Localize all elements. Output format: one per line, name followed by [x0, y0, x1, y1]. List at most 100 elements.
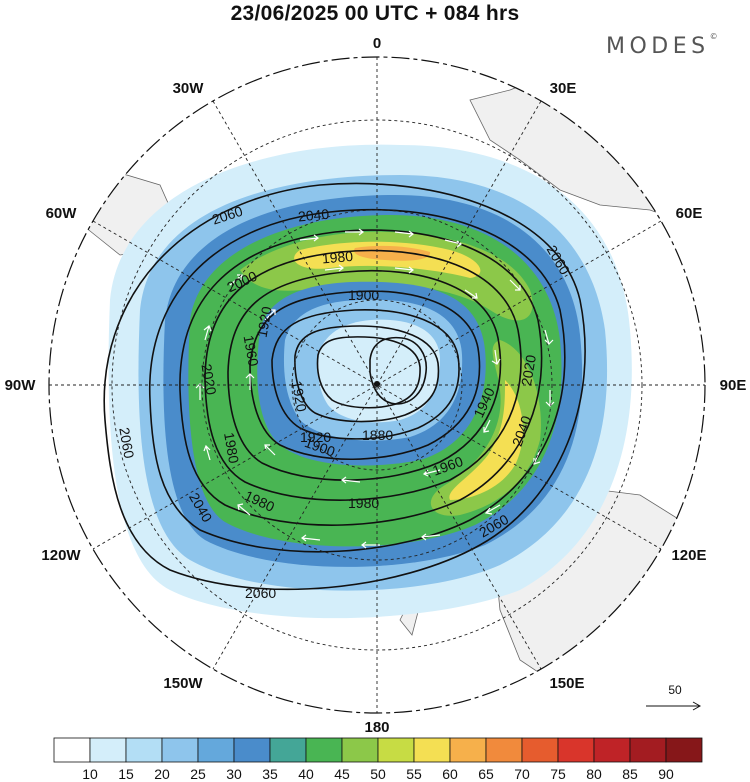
map-boundary-circle [48, 56, 706, 714]
contour-2000 [204, 249, 522, 501]
contour-label: 2020 [518, 353, 539, 387]
lon-label-0: 0 [373, 35, 381, 52]
vector-arrow [237, 503, 251, 516]
wind-vectors [195, 228, 555, 549]
vector-arrow [421, 533, 441, 541]
colorbar-swatch [629, 737, 667, 763]
colorbar-label: 55 [406, 766, 422, 782]
colorbar-label: 20 [154, 766, 170, 782]
colorbar-swatch [233, 737, 271, 763]
graticule [49, 57, 705, 713]
vector-arrow [324, 264, 344, 272]
colorbar-label: 90 [658, 766, 674, 782]
colorbar-label: 45 [334, 766, 350, 782]
meridian-30w-150e [212, 100, 542, 670]
colorbar-swatch [377, 737, 415, 763]
vector-arrow [491, 349, 501, 365]
vector-arrow [245, 373, 255, 390]
contour-1940 [271, 309, 460, 440]
contour-label: 1960 [241, 334, 262, 368]
colorbar-swatch [305, 737, 343, 763]
colorbar-label: 60 [442, 766, 458, 782]
colorbar-swatch [413, 737, 451, 763]
vector-arrow [203, 444, 211, 461]
colorbar-label: 75 [550, 766, 566, 782]
meridian-30e-150w [212, 100, 542, 670]
south-pole-marker [374, 381, 380, 387]
colorbar-label: 80 [586, 766, 602, 782]
vector-arrow [299, 234, 319, 242]
longitude-labels: 0 30E 60E 90E 120E 150E 180 150W 120W 90… [5, 35, 747, 736]
colorbar-swatch [665, 737, 703, 763]
contour-label: 1920 [289, 379, 310, 413]
contour-label: 2020 [198, 363, 219, 397]
vector-arrow [264, 309, 276, 321]
colorbar-swatch [89, 737, 127, 763]
contour-1880 [369, 336, 427, 405]
colorbar-swatch [557, 737, 595, 763]
brand-logo: MODES© [606, 32, 718, 59]
vector-arrow [341, 476, 361, 484]
vector-arrow [483, 419, 491, 433]
brand-text: MODES [606, 34, 710, 59]
vector-arrow [301, 534, 321, 542]
lon-label-150w: 150W [163, 675, 203, 692]
colorbar-swatch [341, 737, 379, 763]
contour-2040 [149, 208, 566, 553]
meridian-60w-120e [92, 220, 662, 550]
wind-speed-colorbar: 10 15 20 25 30 35 40 45 50 55 60 65 70 75 80 85 90 [53, 737, 703, 782]
contour-label: 1980 [221, 431, 242, 465]
contour-label: 1920 [254, 305, 275, 339]
reference-vector: 50 [646, 683, 702, 711]
colorbar-swatch [521, 737, 559, 763]
colorbar-label: 70 [514, 766, 530, 782]
contour-1920 [294, 325, 440, 423]
meridian-60e-120w [92, 220, 662, 550]
colorbar-swatch [269, 737, 307, 763]
geopotential-contours [103, 182, 586, 591]
lon-label-120e: 120E [671, 547, 706, 564]
contour-label: 1920 [300, 429, 331, 445]
vector-arrow [509, 279, 521, 291]
contour-label: 2060 [245, 585, 276, 601]
vector-arrow [394, 266, 414, 274]
colorbar-label: 15 [118, 766, 134, 782]
copyright-mark: © [709, 32, 718, 41]
contour-label: 1900 [348, 287, 379, 303]
map-body [49, 57, 705, 713]
vector-arrow [203, 325, 212, 341]
vector-arrow [264, 444, 276, 456]
vector-arrow [345, 228, 364, 236]
contour-label: 1980 [348, 495, 379, 511]
colorbar-swatch [197, 737, 235, 763]
colorbar-label: 50 [370, 766, 386, 782]
contour-label: 1980 [321, 248, 354, 267]
vector-arrow [544, 329, 554, 345]
map-title: 23/06/2025 00 UTC + 084 hrs [230, 2, 520, 25]
contour-label: 2060 [116, 426, 137, 460]
colorbar-swatch [449, 737, 487, 763]
colorbar-label: 35 [262, 766, 278, 782]
vector-arrow [394, 230, 414, 238]
contour-1980 [227, 269, 502, 481]
lon-label-30w: 30W [173, 80, 205, 97]
contour-label: 1880 [362, 427, 393, 443]
vector-arrow [195, 383, 205, 400]
lon-label-90e: 90E [720, 377, 747, 394]
colorbar-label: 40 [298, 766, 314, 782]
wind-55-east [449, 380, 523, 500]
colorbar-swatch [161, 737, 199, 763]
reference-vector-value: 50 [668, 683, 682, 697]
lon-label-180: 180 [364, 719, 389, 736]
reference-vector-arrowhead [692, 701, 702, 711]
lon-label-30e: 30E [550, 80, 577, 97]
contour-1960 [249, 290, 481, 461]
wind-50-east [430, 340, 541, 516]
lon-label-150e: 150E [549, 675, 584, 692]
colorbar-swatch [485, 737, 523, 763]
contour-1900 [316, 336, 421, 409]
colorbar-swatch [53, 737, 91, 763]
vector-arrow [464, 289, 478, 299]
latitude-circle [201, 209, 553, 561]
